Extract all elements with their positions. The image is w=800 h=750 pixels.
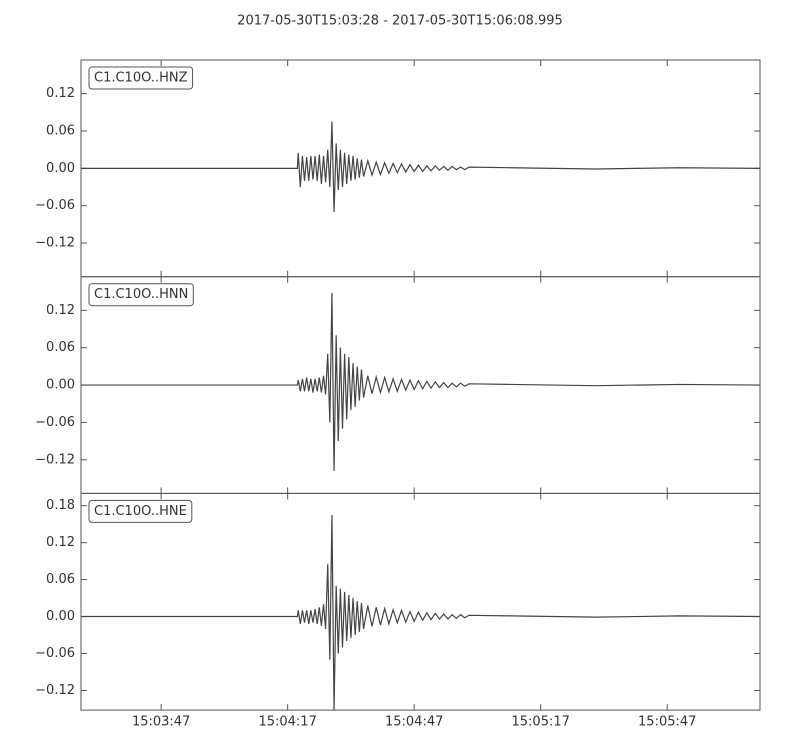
trace-label-box <box>88 499 193 523</box>
y-tick-label: 0.06 <box>46 123 75 138</box>
y-tick-label: 0.06 <box>46 340 75 355</box>
y-tick-label: 0.00 <box>46 161 75 176</box>
y-tick-label: −0.06 <box>35 415 75 430</box>
trace-label: C1.C10O..HNN <box>94 287 188 302</box>
x-tick-label: 15:04:47 <box>385 715 443 730</box>
y-tick-label: −0.06 <box>35 198 75 213</box>
waveform <box>81 514 761 711</box>
trace-label-box <box>88 283 194 307</box>
y-tick-label: 0.12 <box>46 535 75 550</box>
trace-label: C1.C10O..HNE <box>94 504 187 519</box>
trace-label-box <box>88 66 194 90</box>
y-tick-label: −0.12 <box>35 236 75 251</box>
y-tick-label: −0.12 <box>35 452 75 467</box>
trace-label: C1.C10O..HNZ <box>94 71 188 86</box>
x-tick-label: 15:05:47 <box>638 715 696 730</box>
waveform <box>81 292 761 471</box>
chart-title: 2017-05-30T15:03:28 - 2017-05-30T15:06:0… <box>237 14 563 29</box>
y-tick-label: −0.12 <box>35 683 75 698</box>
x-tick-label: 15:04:17 <box>258 715 316 730</box>
waveform <box>81 121 761 212</box>
y-tick-label: −0.06 <box>35 646 75 661</box>
y-tick-label: 0.12 <box>46 86 75 101</box>
panel-frame <box>80 492 761 711</box>
y-tick-label: 0.00 <box>46 609 75 624</box>
x-tick-label: 15:05:17 <box>512 715 570 730</box>
y-tick-label: 0.06 <box>46 572 75 587</box>
x-tick-label: 15:03:47 <box>132 715 190 730</box>
y-tick-label: 0.12 <box>46 303 75 318</box>
y-tick-label: 0.00 <box>46 378 75 393</box>
y-tick-label: 0.18 <box>46 498 75 513</box>
